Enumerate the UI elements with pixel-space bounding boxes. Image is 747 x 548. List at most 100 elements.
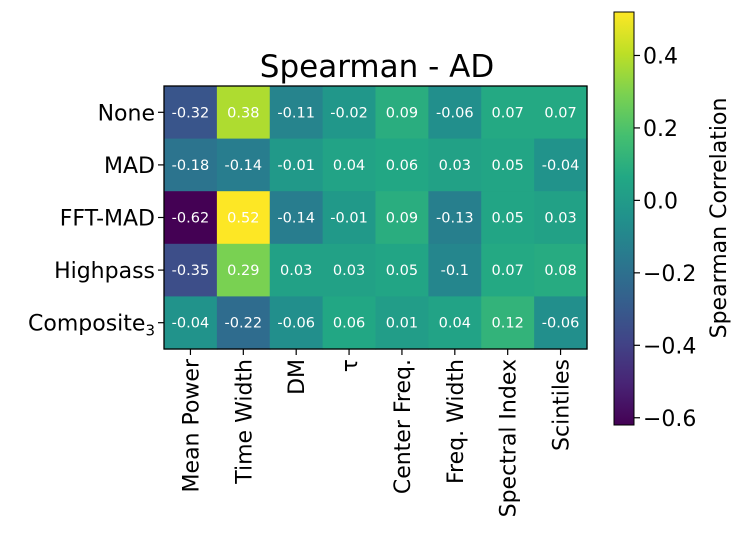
colorbar-ticks: 0.4 0.2 0.0 −0.2 −0.4 −0.6 bbox=[634, 44, 696, 432]
heatmap-cell bbox=[164, 191, 218, 245]
heatmap-cell bbox=[375, 296, 429, 350]
cell-value-label: 0.04 bbox=[439, 316, 471, 332]
heatmap-cell bbox=[375, 243, 429, 297]
cell-value-label: 0.06 bbox=[333, 316, 365, 332]
x-tick-label: τ bbox=[338, 359, 363, 372]
x-tick-label: Mean Power bbox=[179, 358, 204, 492]
cell-value-label: -0.02 bbox=[330, 105, 368, 121]
cell-value-label: 0.07 bbox=[492, 105, 524, 121]
cell-value-label: 0.03 bbox=[280, 263, 312, 279]
cell-value-label: -0.32 bbox=[172, 105, 210, 121]
heatmap-cell bbox=[534, 296, 588, 350]
colorbar-tick-label: 0.2 bbox=[643, 117, 678, 142]
heatmap-cell bbox=[375, 138, 429, 192]
y-tick-label: Highpass bbox=[54, 259, 155, 284]
heatmap-cell bbox=[164, 243, 218, 297]
heatmap-cell bbox=[428, 243, 482, 297]
y-tick-label: MAD bbox=[104, 154, 155, 179]
colorbar-tick-label: −0.4 bbox=[643, 334, 696, 359]
heatmap-cell bbox=[269, 296, 324, 350]
cell-value-label: 0.07 bbox=[544, 105, 576, 121]
cell-value-label: -0.14 bbox=[225, 158, 263, 174]
heatmap-cell bbox=[269, 138, 324, 192]
heatmap-cell bbox=[481, 138, 535, 192]
cell-value-label: -0.62 bbox=[172, 211, 210, 227]
heatmap-cell bbox=[269, 86, 324, 140]
heatmap-cell bbox=[322, 191, 377, 245]
cell-value-label: 0.07 bbox=[492, 263, 524, 279]
y-tick-label: None bbox=[98, 101, 155, 126]
heatmap-cell bbox=[481, 191, 535, 245]
cell-value-label: 0.03 bbox=[544, 211, 576, 227]
heatmap-cell bbox=[428, 86, 482, 140]
x-tick-label: Freq. Width bbox=[444, 359, 469, 484]
heatmap-cell bbox=[216, 243, 271, 297]
cell-value-label: -0.06 bbox=[542, 316, 580, 332]
heatmap-cell bbox=[216, 296, 271, 350]
colorbar-gradient bbox=[613, 11, 635, 426]
cell-value-label: 0.06 bbox=[386, 158, 418, 174]
y-tick-label: Composite3 bbox=[28, 312, 155, 340]
heatmap-cell bbox=[534, 138, 588, 192]
colorbar-tick-label: −0.2 bbox=[643, 262, 696, 287]
cell-value-label: -0.13 bbox=[436, 211, 474, 227]
x-tick-label: DM bbox=[285, 359, 310, 395]
cell-value-label: 0.04 bbox=[333, 158, 365, 174]
cell-value-label: 0.05 bbox=[492, 158, 524, 174]
cell-value-label: 0.38 bbox=[227, 105, 259, 121]
heatmap-cell bbox=[164, 86, 218, 140]
heatmap-cell bbox=[375, 86, 429, 140]
heatmap-cell bbox=[481, 296, 535, 350]
cell-value-label: 0.03 bbox=[439, 158, 471, 174]
heatmap-cell bbox=[481, 243, 535, 297]
heatmap-cell bbox=[216, 86, 271, 140]
x-tick-label: Spectral Index bbox=[497, 359, 522, 517]
heatmap-value-labels: -0.32 0.38 -0.11 -0.02 0.09 -0.06 0.07 0.07 -0.1… bbox=[172, 105, 580, 331]
cell-value-label: -0.22 bbox=[225, 316, 263, 332]
colorbar-label: Spearman Correlation bbox=[707, 98, 732, 339]
x-tick-label: Center Freq. bbox=[391, 359, 416, 494]
cell-value-label: 0.09 bbox=[386, 211, 418, 227]
x-tick-label: Time Width bbox=[232, 359, 257, 485]
heatmap-cell bbox=[322, 86, 377, 140]
heatmap-cell bbox=[322, 138, 377, 192]
cell-value-label: -0.01 bbox=[330, 211, 368, 227]
heatmap-cells bbox=[164, 86, 588, 350]
heatmap-cell bbox=[375, 191, 429, 245]
cell-value-label: 0.29 bbox=[227, 263, 259, 279]
cell-value-label: -0.01 bbox=[277, 158, 315, 174]
heatmap-cell bbox=[534, 243, 588, 297]
cell-value-label: -0.04 bbox=[172, 316, 210, 332]
heatmap-cell bbox=[428, 296, 482, 350]
heatmap-cell bbox=[322, 243, 377, 297]
heatmap-cell bbox=[481, 86, 535, 140]
colorbar: 0.4 0.2 0.0 −0.2 −0.4 −0.6 Spearman Correlati… bbox=[613, 11, 732, 432]
cell-value-label: -0.1 bbox=[441, 263, 469, 279]
cell-value-label: 0.09 bbox=[386, 105, 418, 121]
cell-value-label: 0.52 bbox=[227, 211, 259, 227]
y-tick-label: FFT-MAD bbox=[60, 207, 155, 232]
y-tick-subscript: 3 bbox=[145, 322, 155, 340]
colorbar-tick-label: −0.6 bbox=[643, 407, 696, 432]
colorbar-tick-label: 0.0 bbox=[643, 189, 678, 214]
heatmap-cell bbox=[269, 243, 324, 297]
x-tick-label: Scintiles bbox=[550, 359, 575, 451]
heatmap-cell bbox=[216, 191, 271, 245]
cell-value-label: 0.05 bbox=[492, 211, 524, 227]
cell-value-label: -0.14 bbox=[277, 211, 315, 227]
cell-value-label: -0.11 bbox=[277, 105, 315, 121]
heatmap-cell bbox=[428, 138, 482, 192]
cell-value-label: -0.04 bbox=[542, 158, 580, 174]
cell-value-label: 0.12 bbox=[492, 316, 524, 332]
chart-title: Spearman - AD bbox=[260, 49, 494, 85]
heatmap-cell bbox=[322, 296, 377, 350]
cell-value-label: 0.01 bbox=[386, 316, 418, 332]
heatmap-cell bbox=[534, 86, 588, 140]
cell-value-label: -0.06 bbox=[436, 105, 474, 121]
colorbar-tick-label: 0.4 bbox=[643, 44, 678, 69]
y-axis-tick-labels: None MAD FFT-MAD Highpass Composite3 bbox=[28, 101, 164, 340]
heatmap-cell bbox=[216, 138, 271, 192]
cell-value-label: 0.05 bbox=[386, 263, 418, 279]
cell-value-label: -0.06 bbox=[277, 316, 315, 332]
